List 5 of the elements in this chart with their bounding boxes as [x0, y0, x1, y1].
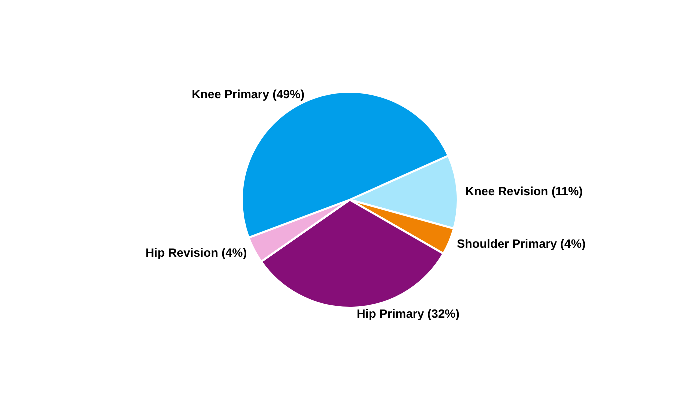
slice-label: Knee Primary (49%): [192, 88, 305, 102]
slice-label: Shoulder Primary (4%): [457, 236, 586, 251]
slice-label: Hip Revision (4%): [146, 246, 248, 260]
slice-label: Hip Primary (32%): [356, 306, 460, 321]
slice-label: Knee Revision (11%): [466, 184, 584, 198]
